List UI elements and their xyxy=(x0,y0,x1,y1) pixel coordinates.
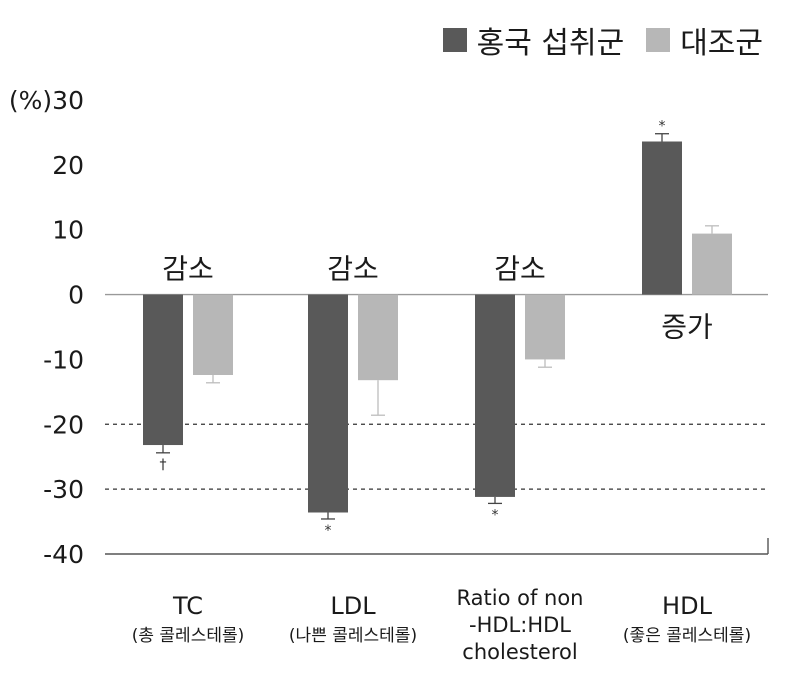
significance-marker: † xyxy=(160,457,167,473)
y-tick-label: -30 xyxy=(43,475,84,504)
category-line-ratio-3: cholesterol xyxy=(462,640,578,664)
annotation-label: 감소 xyxy=(327,253,379,286)
y-tick-label: 20 xyxy=(52,151,84,180)
category-label-ldl: LDL (나쁜 콜레스테롤) xyxy=(268,592,438,648)
legend-item-treatment: 홍국 섭취군 xyxy=(442,18,625,62)
category-line-ratio-1: Ratio of non xyxy=(456,586,584,610)
annotation-label: 감소 xyxy=(162,253,214,286)
annotation-label: 증가 xyxy=(661,311,713,344)
bar-treatment xyxy=(143,294,183,446)
annotation-label: 감소 xyxy=(494,253,546,286)
category-sub-hdl: (좋은 콜레스테롤) xyxy=(622,626,752,646)
y-tick-label: -10 xyxy=(43,345,84,374)
significance-marker: * xyxy=(325,523,332,539)
category-main-ldl: LDL xyxy=(330,592,376,620)
category-main-tc: TC xyxy=(172,592,203,620)
category-sub-ldl: (나쁜 콜레스테롤) xyxy=(288,626,418,646)
category-label-tc: TC (총 콜레스테롤) xyxy=(103,592,273,648)
category-label-ratio: Ratio of non -HDL:HDL cholesterol xyxy=(435,585,605,666)
bar-treatment xyxy=(475,294,515,497)
legend-swatch-treatment xyxy=(442,28,467,52)
bar-control xyxy=(525,294,565,360)
bar-treatment xyxy=(642,141,682,295)
category-sub-tc: (총 콜레스테롤) xyxy=(131,626,245,646)
bar-control xyxy=(193,294,233,375)
category-line-ratio-2: -HDL:HDL xyxy=(469,613,571,637)
y-tick-label: 10 xyxy=(52,216,84,245)
y-tick-label: -40 xyxy=(43,540,84,569)
y-tick-label: (%)30 xyxy=(9,86,84,115)
legend-swatch-control xyxy=(646,28,671,52)
significance-marker: * xyxy=(659,119,666,135)
legend-label-control: 대조군 xyxy=(680,26,763,61)
legend-label-treatment: 홍국 섭취군 xyxy=(476,26,625,61)
legend-item-control: 대조군 xyxy=(646,18,763,62)
legend: 홍국 섭취군 대조군 xyxy=(442,18,763,62)
y-tick-label: -20 xyxy=(43,410,84,439)
category-main-hdl: HDL xyxy=(662,592,712,620)
category-label-hdl: HDL (좋은 콜레스테롤) xyxy=(602,592,772,648)
bar-control xyxy=(692,233,732,295)
significance-marker: * xyxy=(492,507,499,523)
y-tick-label: 0 xyxy=(68,281,84,310)
bar-treatment xyxy=(308,294,348,513)
bar-control xyxy=(358,294,398,381)
